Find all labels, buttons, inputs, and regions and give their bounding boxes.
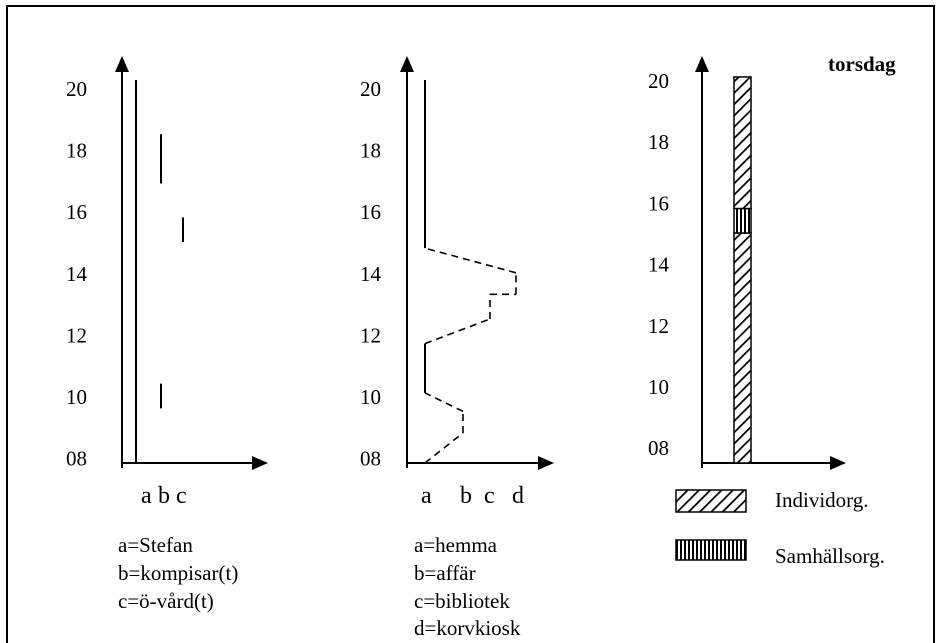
chart2-legend-b: b=affär (414, 561, 476, 585)
chart2-x-label-c: c (484, 483, 495, 509)
chart3-bar-segment-2 (733, 76, 752, 210)
chart2-y-tick-18: 18 (360, 139, 381, 163)
chart3-bar-segment-0 (733, 232, 752, 464)
legend-swatch-samhallsorg (675, 539, 747, 561)
chart2-legend-c: c=bibliotek (414, 589, 510, 613)
chart1-y-tick-18: 18 (66, 139, 87, 163)
chart2-x-label-b: b (460, 483, 472, 509)
chart2-y-tick-20: 20 (360, 77, 381, 101)
chart1-y-tick-08: 08 (66, 447, 87, 471)
outer-frame (6, 5, 935, 643)
chart3-bar-segments (733, 76, 752, 464)
chart3-y-tick-16: 16 (648, 191, 669, 215)
chart1-y-tick-16: 16 (66, 200, 87, 224)
chart-2: 20 18 16 14 12 10 08 a b c d a=hemma b=affär c… (360, 56, 554, 640)
chart2-path-segment-8 (424, 247, 517, 274)
chart2-y-tick-10: 10 (360, 385, 381, 409)
legend-label-individorg: Individorg. (775, 488, 869, 512)
chart1-y-tick-14: 14 (66, 262, 88, 286)
chart1-legend-a: a=Stefan (118, 533, 193, 557)
chart3-y-tick-labels: 20 18 16 14 12 10 08 (648, 69, 670, 460)
chart2-x-label-d: d (512, 483, 524, 509)
chart3-y-tick-20: 20 (648, 69, 669, 93)
chart1-y-tick-labels: 20 18 16 14 12 10 08 (66, 77, 88, 471)
chart2-path-segment-0 (424, 432, 464, 464)
chart1-marks (135, 80, 184, 463)
chart1-legend-b: b=kompisar(t) (118, 561, 238, 585)
chart3-y-arrow (695, 56, 709, 72)
chart1-y-tick-10: 10 (66, 385, 87, 409)
chart3-y-tick-14: 14 (648, 253, 670, 277)
chart2-legend-a: a=hemma (414, 533, 498, 557)
chart2-y-arrow (400, 56, 414, 72)
panel-title: torsdag (828, 52, 896, 76)
chart1-legend-c: c=ö-vård(t) (118, 589, 214, 613)
chart3-bar-segment-1 (733, 207, 752, 234)
chart1-x-arrow (252, 456, 268, 470)
chart2-x-arrow (538, 456, 554, 470)
chart2-y-tick-16: 16 (360, 200, 381, 224)
legend-label-samhallsorg: Samhällsorg. (775, 544, 885, 568)
chart1-x-label-c: c (176, 483, 187, 509)
legend-swatch-individorg (675, 489, 747, 513)
chart2-marks (424, 80, 517, 464)
chart2-y-tick-12: 12 (360, 323, 381, 347)
chart2-path-segment-2 (424, 392, 464, 413)
chart2-y-tick-08: 08 (360, 447, 381, 471)
chart1-y-tick-12: 12 (66, 323, 87, 347)
chart2-y-tick-labels: 20 18 16 14 12 10 08 (360, 77, 382, 471)
chart1-y-arrow (115, 56, 129, 72)
chart3-x-arrow (830, 456, 846, 470)
chart2-path-segment-4 (424, 318, 491, 345)
chart3-y-tick-12: 12 (648, 314, 669, 338)
chart3-y-tick-08: 08 (648, 436, 669, 460)
chart2-legend-d: d=korvkiosk (414, 616, 521, 640)
chart-3: torsdag 20 18 16 14 12 10 08 Individorg. Samhä… (648, 52, 896, 568)
chart1-y-tick-20: 20 (66, 77, 87, 101)
chart1-x-label-a: a (141, 483, 152, 509)
chart3-y-tick-18: 18 (648, 130, 669, 154)
chart-1: 20 18 16 14 12 10 08 a b c a=Stefan b=kompisar… (66, 56, 268, 613)
chart3-y-tick-10: 10 (648, 375, 669, 399)
chart2-x-label-a: a (421, 483, 432, 509)
chart1-x-label-b: b (158, 483, 170, 509)
chart2-y-tick-14: 14 (360, 262, 382, 286)
